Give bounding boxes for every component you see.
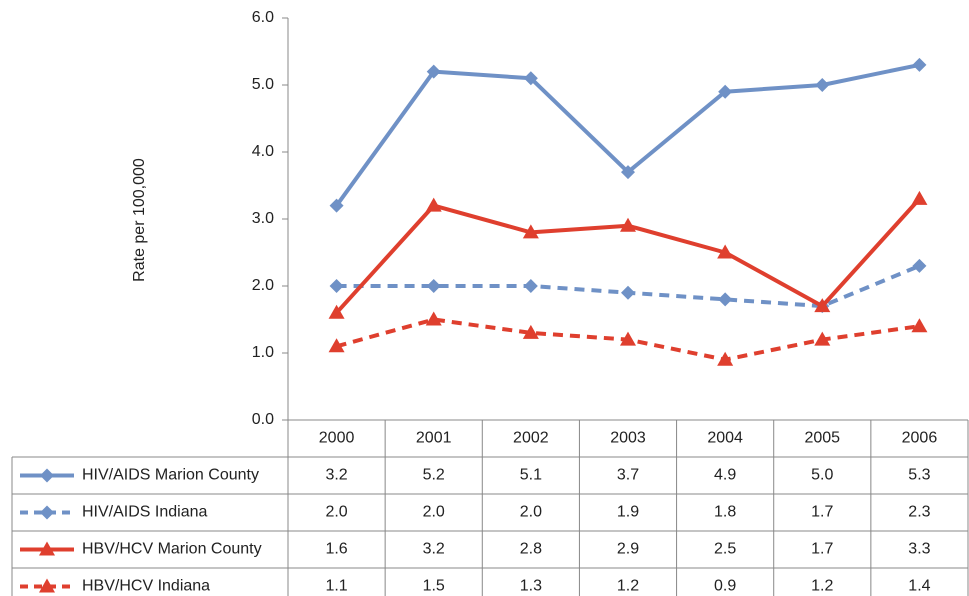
data-point — [522, 224, 539, 239]
table-cell: 1.9 — [617, 504, 639, 521]
data-point — [911, 318, 928, 333]
x-tick-label: 2005 — [804, 430, 840, 447]
data-point — [912, 258, 927, 273]
legend-label: HBV/HCV Marion County — [82, 541, 262, 558]
table-cell: 4.9 — [714, 467, 736, 484]
table-cell: 1.1 — [325, 578, 347, 595]
legend-marker — [39, 578, 55, 593]
table-cell: 3.7 — [617, 467, 639, 484]
data-point — [425, 311, 442, 326]
y-tick-label: 3.0 — [252, 210, 274, 227]
table-cell: 5.3 — [908, 467, 930, 484]
data-point — [426, 64, 441, 79]
legend-label: HIV/AIDS Indiana — [82, 504, 208, 521]
data-point — [523, 279, 538, 293]
x-tick-label: 2000 — [319, 430, 355, 447]
data-point — [912, 57, 927, 72]
data-point — [426, 279, 441, 293]
legend-marker — [39, 541, 55, 556]
table-cell: 2.3 — [908, 504, 930, 521]
x-tick-label: 2002 — [513, 430, 549, 447]
data-point — [329, 198, 344, 213]
x-tick-label: 2006 — [902, 430, 938, 447]
y-tick-label: 0.0 — [252, 411, 274, 428]
data-point — [328, 338, 345, 353]
legend-marker — [40, 468, 54, 483]
table-cell: 3.3 — [908, 541, 930, 558]
table-cell: 5.0 — [811, 467, 833, 484]
table-cell: 1.2 — [617, 578, 639, 595]
data-point — [523, 71, 538, 86]
table-cell: 2.0 — [520, 504, 542, 521]
data-point — [911, 190, 928, 205]
table-cell: 0.9 — [714, 578, 736, 595]
data-point — [717, 244, 734, 259]
data-point — [717, 351, 734, 366]
table-cell: 1.7 — [811, 504, 833, 521]
x-tick-label: 2003 — [610, 430, 646, 447]
series-line — [334, 62, 920, 207]
data-point — [328, 304, 345, 319]
table-cell: 1.3 — [520, 578, 542, 595]
data-point — [425, 197, 442, 212]
table-cell: 1.5 — [423, 578, 445, 595]
table-cell: 2.9 — [617, 541, 639, 558]
table-cell: 3.2 — [325, 467, 347, 484]
legend-marker — [40, 505, 54, 520]
data-point — [718, 292, 733, 307]
data-point — [718, 84, 733, 99]
legend-label: HIV/AIDS Marion County — [82, 467, 259, 484]
y-tick-label: 4.0 — [252, 143, 274, 160]
data-point — [522, 324, 539, 339]
data-point — [621, 285, 635, 300]
x-tick-label: 2001 — [416, 430, 452, 447]
table-cell: 5.2 — [423, 467, 445, 484]
table-cell: 3.2 — [423, 541, 445, 558]
data-point — [815, 78, 830, 92]
table-cell: 2.5 — [714, 541, 736, 558]
legend-label: HBV/HCV Indiana — [82, 578, 210, 595]
table-cell: 2.0 — [325, 504, 347, 521]
data-point — [621, 165, 635, 180]
y-tick-label: 1.0 — [252, 344, 274, 361]
y-tick-label: 6.0 — [252, 9, 274, 26]
data-point — [620, 217, 636, 232]
table-cell: 1.6 — [325, 541, 347, 558]
data-point — [814, 298, 831, 313]
data-point — [814, 331, 831, 346]
table-cell: 1.4 — [908, 578, 930, 595]
table-cell: 1.8 — [714, 504, 736, 521]
y-tick-label: 2.0 — [252, 277, 274, 294]
y-axis-label: Rate per 100,000 — [131, 158, 148, 282]
table-cell: 1.7 — [811, 541, 833, 558]
data-point — [620, 331, 636, 346]
table-cell: 2.0 — [423, 504, 445, 521]
data-point — [329, 279, 344, 293]
y-tick-label: 5.0 — [252, 76, 274, 93]
table-cell: 2.8 — [520, 541, 542, 558]
x-tick-label: 2004 — [707, 430, 743, 447]
table-cell: 1.2 — [811, 578, 833, 595]
table-cell: 5.1 — [520, 467, 542, 484]
